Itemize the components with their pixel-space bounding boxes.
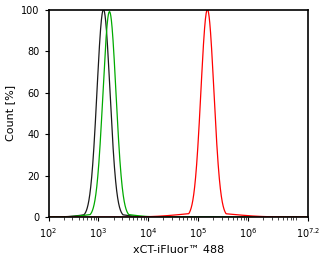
X-axis label: xCT-iFluor™ 488: xCT-iFluor™ 488 bbox=[133, 245, 224, 256]
Y-axis label: Count [%]: Count [%] bbox=[6, 85, 16, 141]
